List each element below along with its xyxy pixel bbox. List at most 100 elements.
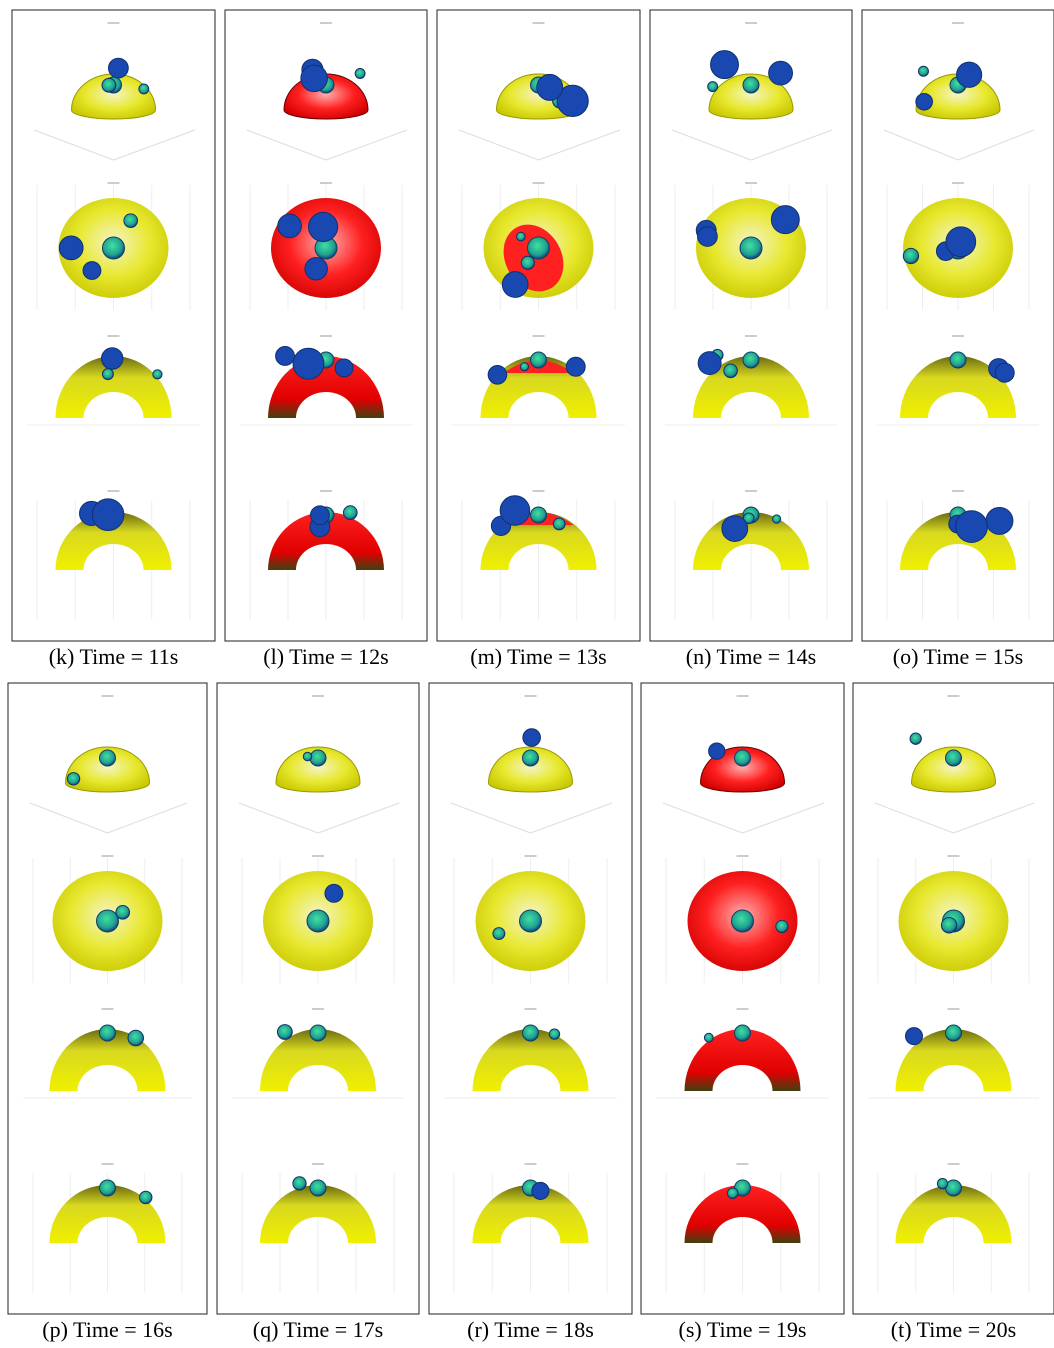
subplot-title — [525, 1163, 537, 1165]
droplet — [102, 369, 113, 380]
droplet — [946, 227, 976, 257]
panel: (r) Time = 18s — [429, 683, 632, 1342]
subplot-title — [533, 22, 545, 24]
droplet — [776, 920, 788, 932]
droplet — [735, 750, 751, 766]
droplet — [343, 506, 357, 520]
droplet — [97, 910, 119, 932]
droplet — [771, 206, 799, 234]
subplot-title — [737, 695, 749, 697]
droplet — [276, 347, 295, 366]
subplot-title — [320, 22, 332, 24]
droplet — [310, 1180, 326, 1196]
droplet — [732, 910, 754, 932]
droplet — [773, 515, 781, 523]
droplet — [523, 1025, 539, 1041]
caption: (q) Time = 17s — [253, 1317, 383, 1342]
droplet — [905, 1028, 922, 1045]
droplet — [941, 918, 956, 933]
droplet — [100, 750, 116, 766]
droplet — [103, 237, 125, 259]
droplet — [740, 237, 762, 259]
droplet — [711, 51, 739, 79]
page: {"panels": [ {"caption": "(k) Time = 11s… — [0, 0, 1054, 1343]
subplot-title — [737, 1008, 749, 1010]
droplet — [153, 370, 162, 379]
droplet — [307, 910, 329, 932]
subplot-title — [525, 1008, 537, 1010]
subplot-title — [108, 335, 120, 337]
caption: (n) Time = 14s — [686, 644, 816, 669]
subplot-title — [737, 855, 749, 857]
caption: (s) Time = 19s — [679, 1317, 807, 1342]
droplet — [769, 61, 793, 85]
subplot-title — [525, 695, 537, 697]
subplot-title — [952, 182, 964, 184]
subplot-title — [745, 335, 757, 337]
droplet — [903, 248, 918, 263]
droplet — [537, 74, 563, 100]
droplet — [995, 363, 1014, 382]
droplet — [531, 352, 547, 368]
droplet — [910, 733, 921, 744]
droplet — [102, 78, 116, 92]
droplet — [293, 1177, 306, 1190]
subplot-title — [533, 335, 545, 337]
droplet — [946, 1025, 962, 1041]
droplet — [566, 357, 585, 376]
droplet — [735, 1025, 751, 1041]
droplet — [698, 352, 721, 375]
droplet — [950, 352, 966, 368]
subplot-title — [320, 490, 332, 492]
subplot-title — [320, 182, 332, 184]
droplet — [493, 928, 505, 940]
droplet — [308, 212, 337, 241]
subplot-title — [737, 1163, 749, 1165]
droplet — [310, 1025, 326, 1041]
droplet — [520, 363, 528, 371]
droplet — [520, 910, 542, 932]
subplot-title — [312, 1008, 324, 1010]
droplet — [124, 214, 138, 228]
subplot-title — [108, 22, 120, 24]
droplet — [278, 214, 302, 238]
panel: (s) Time = 19s — [641, 683, 844, 1342]
subplot-title — [745, 182, 757, 184]
droplet — [277, 1025, 292, 1040]
panel: (t) Time = 20s — [853, 683, 1054, 1342]
droplet — [325, 884, 343, 902]
droplet — [946, 750, 962, 766]
droplet — [140, 1191, 152, 1203]
panel: (o) Time = 15s — [862, 10, 1054, 669]
subplot-title — [320, 335, 332, 337]
panel: (k) Time = 11s — [12, 10, 215, 669]
droplet — [67, 773, 79, 785]
droplet — [116, 906, 130, 920]
droplet — [293, 348, 324, 379]
droplet — [743, 352, 759, 368]
caption: (t) Time = 20s — [891, 1317, 1017, 1342]
subplot-title — [312, 1163, 324, 1165]
droplet — [704, 1033, 713, 1042]
caption: (r) Time = 18s — [467, 1317, 594, 1342]
subplot-title — [525, 855, 537, 857]
droplet — [698, 227, 718, 247]
droplet — [528, 237, 550, 259]
subplot-title — [745, 490, 757, 492]
panel: (p) Time = 16s — [8, 683, 207, 1342]
droplet — [549, 1029, 559, 1039]
subplot-title — [952, 490, 964, 492]
droplet — [916, 93, 933, 110]
caption: (m) Time = 13s — [470, 644, 607, 669]
droplet — [128, 1030, 144, 1046]
droplet — [531, 507, 547, 523]
droplet — [709, 743, 725, 759]
caption: (o) Time = 15s — [893, 644, 1023, 669]
droplet — [100, 1180, 116, 1196]
subplot-title — [102, 1008, 114, 1010]
panel: (q) Time = 17s — [217, 683, 419, 1342]
subplot-title — [312, 855, 324, 857]
droplet — [722, 516, 748, 542]
subplot-title — [952, 335, 964, 337]
droplet — [108, 58, 128, 78]
